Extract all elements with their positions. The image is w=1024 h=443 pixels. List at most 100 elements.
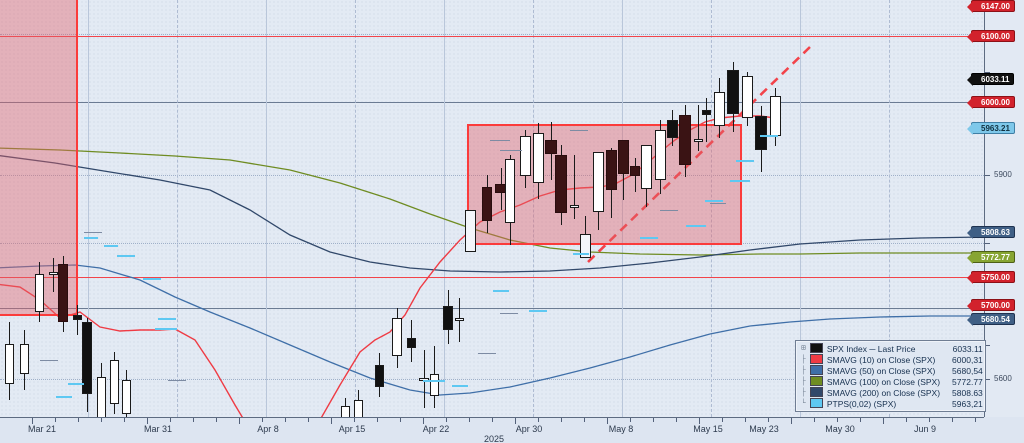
series-color-swatch: [809, 398, 823, 408]
ptps-dot: [705, 200, 723, 202]
smavg-200-line: [0, 155, 984, 273]
legend-series-value: 6000,31: [952, 354, 983, 365]
legend-series-label: SMAVG (50) on Close (SPX): [826, 365, 936, 376]
reference-line-5750: [0, 277, 984, 278]
marker-dash: [84, 232, 102, 233]
price-marker-last[interactable]: 6033.11: [966, 73, 1015, 86]
candle: [73, 305, 82, 335]
candle: [443, 290, 453, 344]
price-marker-5700[interactable]: 5700.00: [967, 299, 1015, 312]
marker-dash: [570, 130, 588, 131]
legend-tree-branch: ├: [801, 387, 806, 397]
price-tick-label: 5900: [994, 170, 1012, 179]
vgrid-1: [88, 0, 89, 417]
ptps-dot: [730, 180, 750, 182]
ptps-dot: [84, 237, 98, 239]
candle: [49, 258, 58, 292]
ptps-dot: [56, 396, 72, 398]
candle: [35, 262, 44, 322]
ptps-dot: [529, 310, 547, 312]
candle: [407, 320, 416, 362]
marker-dash: [500, 313, 518, 314]
legend-tree-toggle[interactable]: ⊞: [801, 343, 806, 353]
date-label: May 23: [749, 424, 779, 434]
gridline-5700: [0, 308, 984, 309]
candle: [618, 140, 629, 200]
candle: [520, 130, 531, 188]
price-marker-smavg50[interactable]: 5680.54: [967, 313, 1015, 326]
legend-tree-branch: ├: [801, 376, 806, 386]
vgrid-6: [533, 0, 535, 417]
date-label: May 30: [825, 424, 855, 434]
year-label: 2025: [483, 434, 505, 443]
gridline-5500: [0, 379, 984, 381]
ptps-dot: [68, 383, 84, 385]
date-label: May 15: [693, 424, 723, 434]
series-color-swatch: [809, 365, 823, 375]
candle: [20, 330, 29, 390]
legend-row: ├ SMAVG (50) on Close (SPX) 5680,54: [799, 365, 985, 376]
price-marker-6000[interactable]: 6000.00: [967, 96, 1015, 109]
date-label: Apr 8: [257, 424, 279, 434]
ptps-dot: [452, 385, 468, 387]
legend-swatch-cell: [808, 365, 825, 376]
date-axis[interactable]: Mar 21 Mar 31 Apr 8 Apr 15 Apr 22 Apr 30…: [0, 417, 984, 443]
candle: [110, 352, 119, 414]
candle: [455, 298, 464, 342]
marker-dash: [40, 360, 58, 361]
axis-corner: [984, 417, 1024, 443]
price-marker-ptps[interactable]: 5963.21: [967, 122, 1015, 135]
consolidation-zone[interactable]: [467, 124, 742, 245]
gridline-6100-dot: [0, 34, 984, 36]
marker-dash: [710, 203, 726, 204]
legend-series-label: SMAVG (200) on Close (SPX): [826, 387, 941, 398]
price-tick-label: 5600: [994, 374, 1012, 383]
series-color-swatch: [809, 354, 823, 364]
candle: [641, 145, 652, 207]
candle: [341, 398, 350, 417]
indicator-overlay: [0, 44, 984, 417]
candle: [430, 346, 439, 408]
legend-swatch-cell: [808, 376, 825, 387]
legend-row: ⊞ SPX Index ─ Last Price 6033.11: [799, 343, 985, 354]
series-color-swatch: [809, 343, 823, 353]
candle: [375, 353, 384, 397]
legend-table: ⊞ SPX Index ─ Last Price 6033.11 ├ SMAVG…: [799, 343, 985, 409]
marker-dash: [660, 210, 678, 211]
price-marker-5750[interactable]: 5750.00: [967, 271, 1015, 284]
candle: [465, 210, 476, 252]
legend-series-label: SMAVG (100) on Close (SPX): [826, 376, 941, 387]
candle: [742, 72, 753, 126]
candle: [702, 98, 711, 142]
candle: [482, 175, 492, 233]
ptps-dot: [117, 255, 135, 257]
candle: [755, 106, 767, 172]
price-marker-6100[interactable]: 6100.00: [967, 30, 1015, 43]
axis-tick: [985, 379, 990, 380]
date-label: Jun 9: [913, 424, 937, 434]
price-axis[interactable]: 5900 5600 6147.00 6100.00 6033.11 6000.0…: [966, 0, 1024, 417]
candle: [630, 158, 640, 192]
price-marker-smavg200[interactable]: 5808.63: [967, 226, 1015, 239]
ptps-dot: [143, 278, 161, 280]
price-marker-6147[interactable]: 6147.00: [967, 0, 1015, 13]
price-marker-smavg100[interactable]: 5772.77: [967, 251, 1015, 264]
candle: [97, 363, 106, 417]
legend-row: └ PTPS(0,02) (SPX) 5963,21: [799, 398, 985, 409]
vgrid-8: [711, 0, 713, 417]
candle: [555, 145, 567, 225]
smavg-100-line: [0, 147, 984, 256]
marker-dash: [500, 150, 522, 151]
candle: [770, 88, 781, 146]
candle: [655, 120, 666, 194]
vgrid-3: [266, 0, 267, 417]
ptps-dot: [573, 253, 589, 255]
rising-trendline: [587, 44, 813, 263]
candle: [679, 105, 691, 177]
candle: [354, 390, 363, 417]
chart-legend[interactable]: ⊞ SPX Index ─ Last Price 6033.11 ├ SMAVG…: [795, 340, 986, 412]
vgrid-10: [889, 0, 891, 417]
gridline-5900: [0, 175, 984, 177]
legend-tree-branch: ├: [801, 365, 806, 375]
